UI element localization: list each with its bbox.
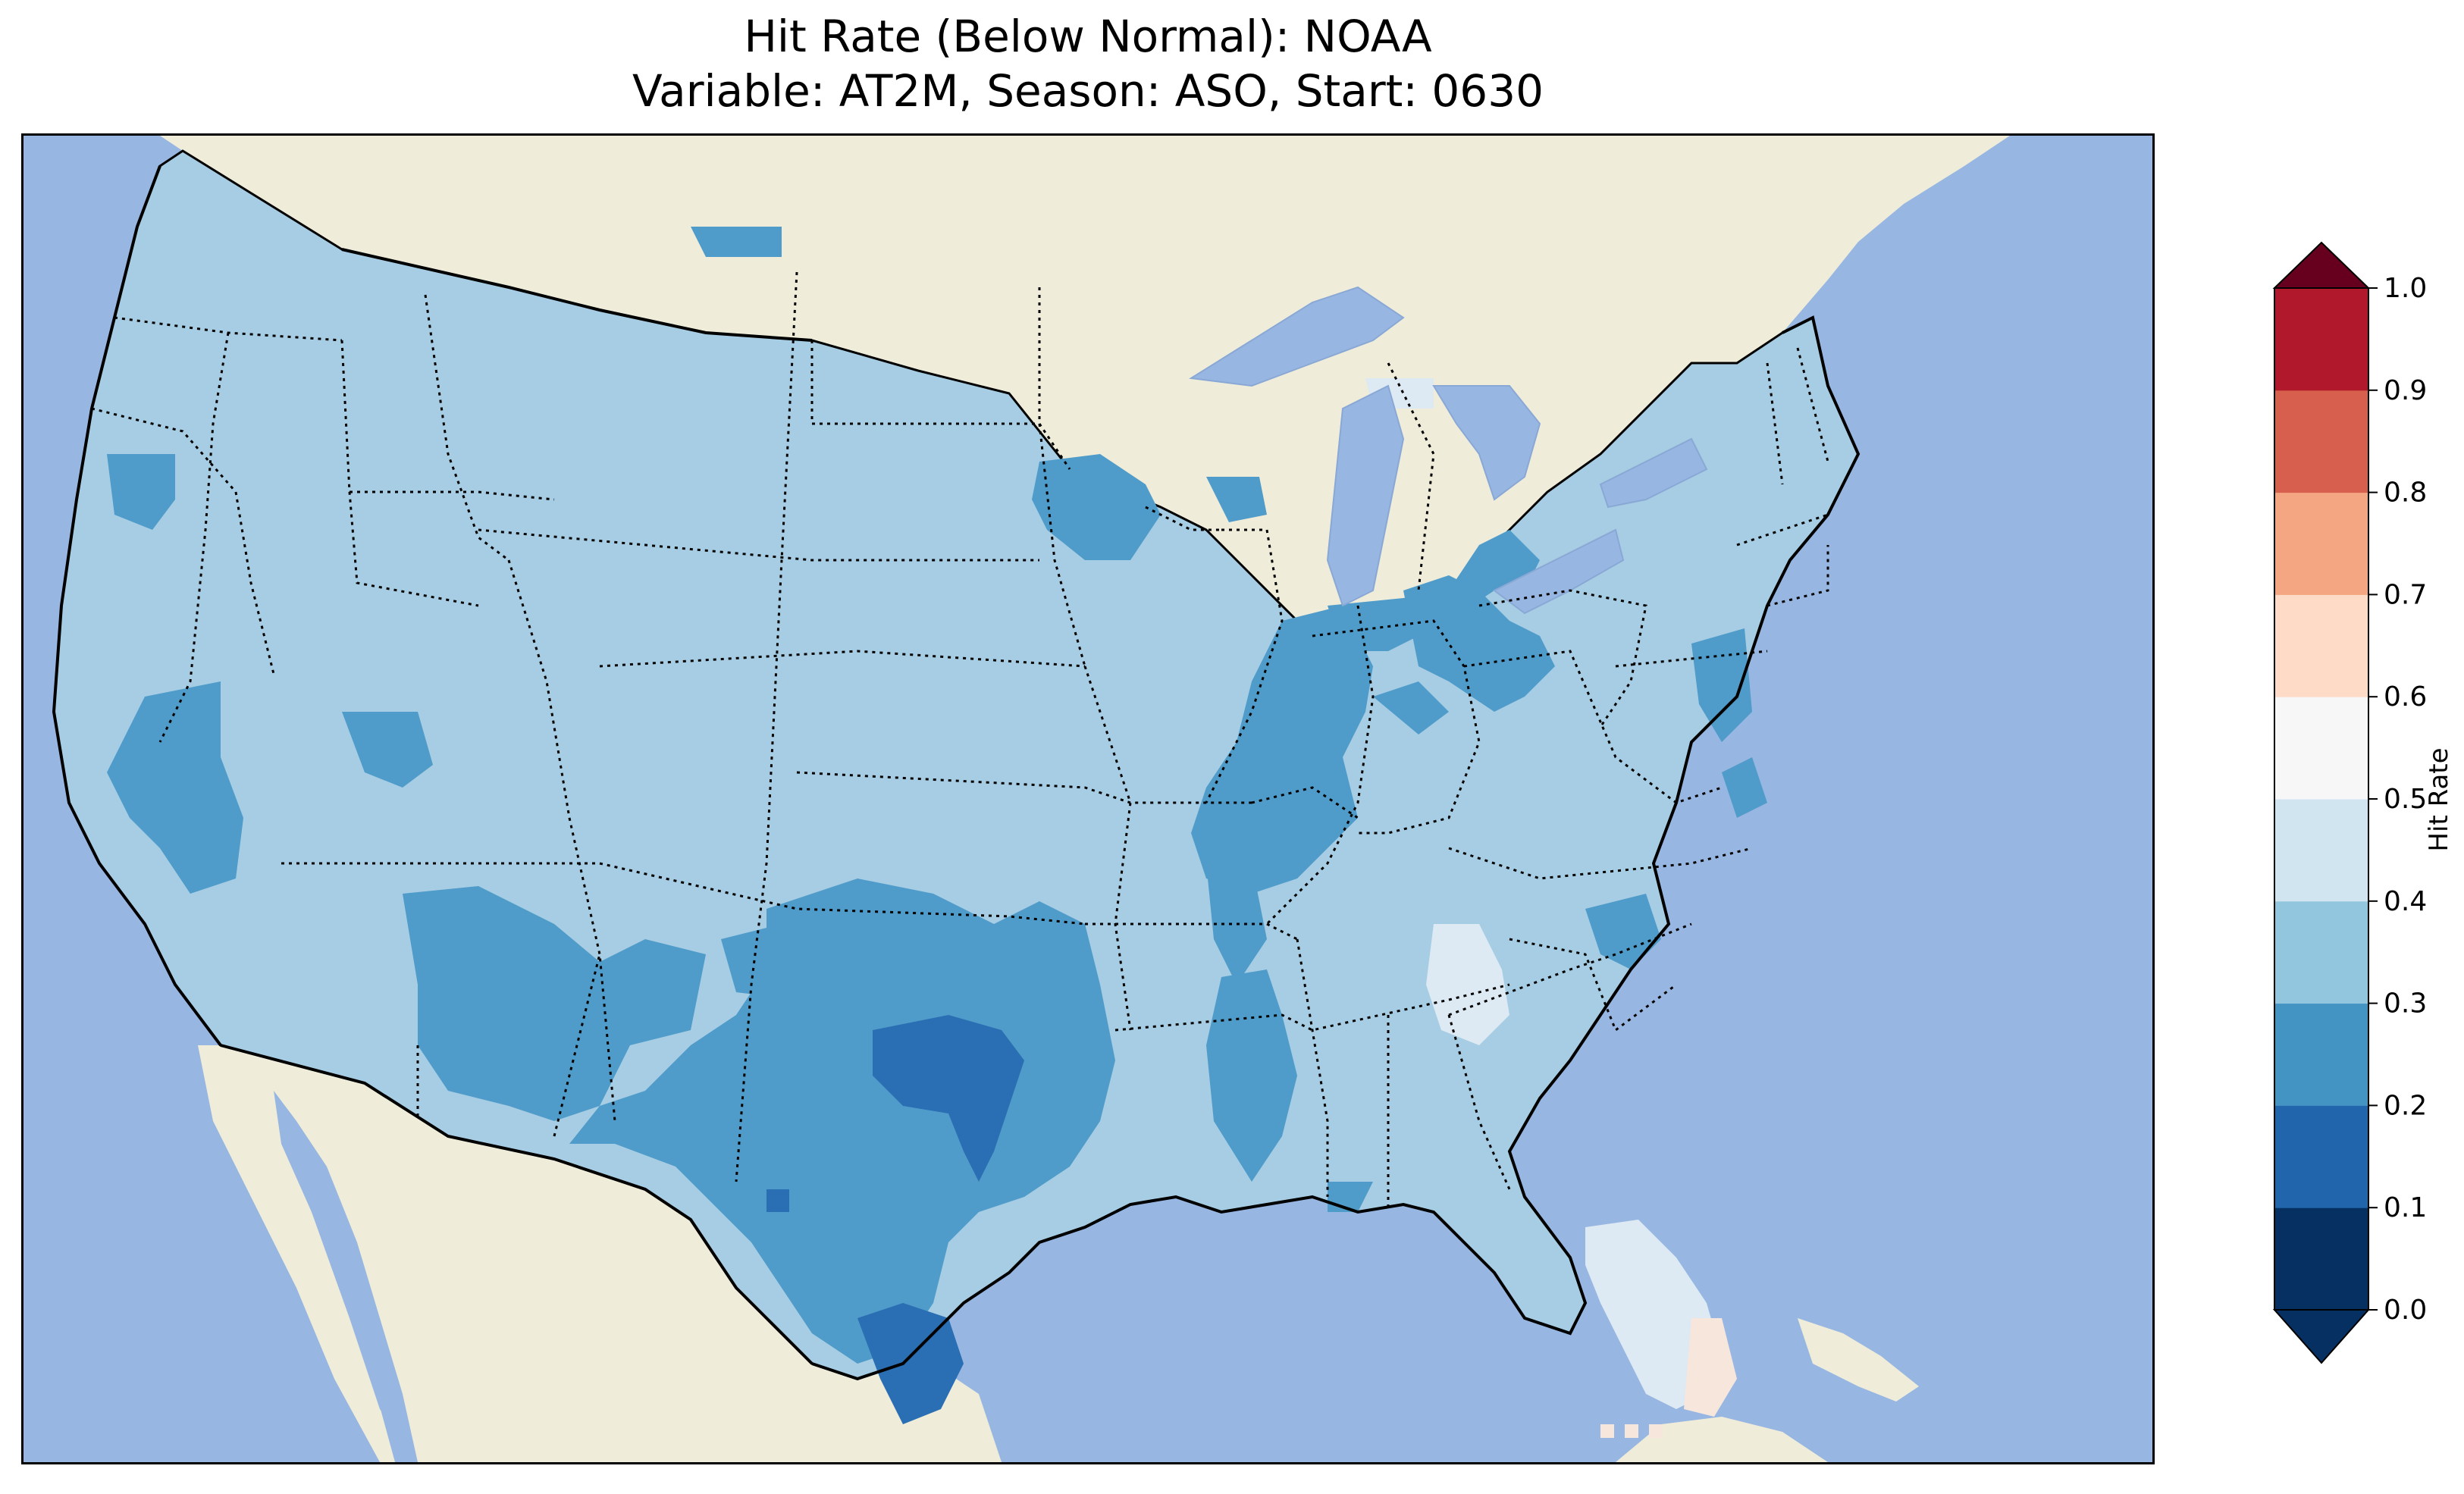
hit-rate-0.5-0.6-regions (1600, 1318, 1737, 1438)
gulf-of-california (274, 1091, 418, 1462)
colorbar-bin (2274, 799, 2368, 902)
colorbar-tick-label: 0.9 (2384, 375, 2427, 406)
colorbar-bin (2274, 594, 2368, 697)
colorbar-tick-label: 0.4 (2384, 886, 2427, 917)
colorbar-bins (2274, 288, 2368, 1311)
colorbar-bin (2274, 1105, 2368, 1208)
colorbar-bin (2274, 492, 2368, 595)
great-lakes (1189, 286, 1708, 615)
hit-rate-0.4-0.5-regions (1365, 378, 1722, 1409)
colorbar-bin (2274, 390, 2368, 493)
map-frame (21, 133, 2155, 1464)
baja-land (198, 1045, 418, 1462)
colorbar-tick-label: 0.7 (2384, 579, 2427, 610)
colorbar-tick-label: 0.8 (2384, 478, 2427, 509)
colorbar-under-triangle (2272, 1309, 2371, 1364)
colorbar-bin (2274, 1003, 2368, 1106)
colorbar-tick-label: 1.0 (2384, 273, 2427, 304)
colorbar-tick-label: 0.0 (2384, 1295, 2427, 1326)
colorbar-tick-label: 0.5 (2384, 784, 2427, 815)
colorbar-tick-label: 0.1 (2384, 1192, 2427, 1223)
cuba-land (1798, 1318, 1919, 1402)
colorbar-tick-label: 0.2 (2384, 1090, 2427, 1121)
colorbar-bin (2274, 900, 2368, 1004)
colorbar-tick-label: 0.6 (2384, 681, 2427, 713)
hit-rate-0.2-0.3-regions (107, 227, 1767, 1364)
colorbar-tick-label: 0.3 (2384, 988, 2427, 1019)
map-canvas (24, 136, 2152, 1462)
map-title-line1: Hit Rate (Below Normal): NOAA (744, 11, 1432, 62)
yucatan-land (1616, 1417, 1828, 1462)
colorbar-bin (2274, 1207, 2368, 1311)
coastlines (52, 165, 1861, 1381)
colorbar-label: Hit Rate (2424, 747, 2454, 851)
map-title-line2: Variable: AT2M, Season: ASO, Start: 0630 (632, 65, 1544, 117)
colorbar-over-triangle (2272, 241, 2371, 289)
canada-land (160, 136, 2010, 644)
colorbar-ticks: 0.0 0.1 0.2 0.3 0.4 0.5 0.6 0.7 0.8 0.9 1.0 (2368, 273, 2427, 1326)
colorbar-bin (2274, 288, 2368, 391)
hit-rate-0.1-0.2-regions (766, 1015, 1024, 1424)
colorbar-bin (2274, 697, 2368, 800)
state-borders (91, 271, 1829, 1212)
colorbar-frame (2274, 287, 2369, 1311)
